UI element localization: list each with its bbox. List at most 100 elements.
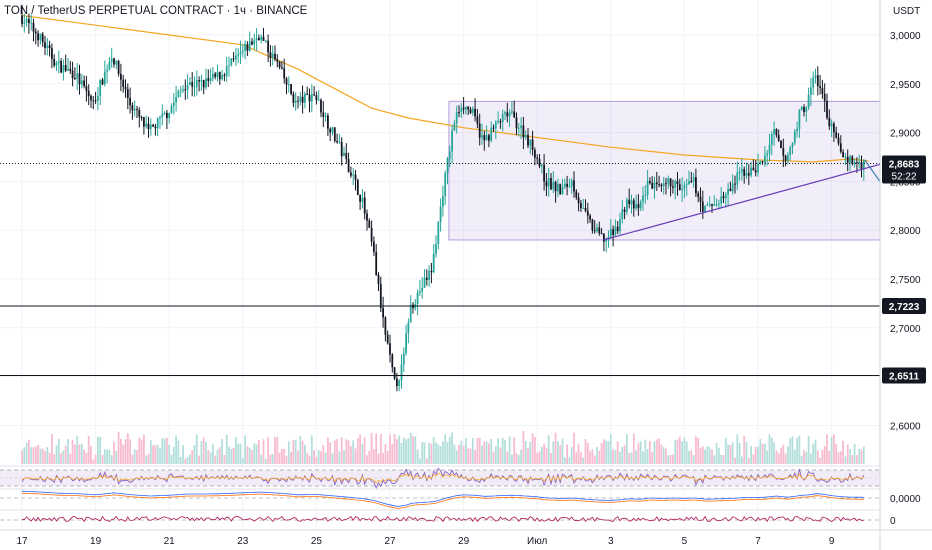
volume-bar (798, 435, 801, 464)
candle-body (591, 219, 594, 231)
candle-body (812, 77, 815, 88)
candle-body (442, 196, 444, 207)
candle-body (469, 109, 472, 113)
candle-body (290, 84, 292, 94)
candle-body (269, 52, 272, 58)
candle-body (662, 183, 665, 187)
candle-body (235, 55, 237, 60)
volume-bar (833, 434, 835, 464)
candle-body (474, 108, 476, 117)
candle-body (467, 106, 470, 110)
candle-body (849, 156, 851, 163)
volume-bar (251, 450, 253, 464)
candle-body (853, 162, 856, 165)
volume-bar (271, 454, 274, 464)
volume-bar (501, 437, 504, 464)
volume-bar (573, 432, 575, 464)
candle-body (649, 180, 651, 183)
candle-body (267, 40, 269, 53)
volume-bar (124, 439, 127, 464)
macd-line (21, 490, 864, 507)
volume-bar (258, 440, 260, 464)
candle-body (232, 58, 235, 60)
volume-bar (706, 445, 709, 464)
candle-body (117, 60, 120, 74)
volume-bar (379, 433, 382, 464)
volume-bar (853, 444, 856, 464)
candle-body (278, 61, 281, 68)
volume-bar (803, 450, 805, 464)
volume-bar (223, 455, 226, 464)
candle-body (202, 80, 205, 88)
candle-body (481, 135, 483, 138)
volume-bar (356, 438, 359, 464)
candle-body (683, 184, 686, 189)
candle-body (244, 44, 246, 51)
volume-bar (189, 454, 191, 464)
volume-bar (513, 437, 516, 464)
candle-body (115, 60, 118, 65)
volume-bar (609, 434, 612, 464)
volume-bar (216, 449, 219, 464)
candle-body (483, 135, 486, 141)
volume-bar (692, 455, 695, 464)
candle-body (39, 33, 42, 41)
candle-body (529, 139, 532, 146)
volume-bar (545, 447, 548, 464)
candle-body (681, 188, 683, 191)
volume-bar (74, 444, 76, 464)
volume-bar (727, 444, 729, 464)
candle-body (724, 194, 727, 199)
volume-bar (161, 438, 164, 464)
volume-bar (269, 454, 272, 464)
candle-body (179, 90, 182, 92)
volume-bar (400, 443, 403, 464)
candle-body (57, 60, 60, 63)
volume-bar (731, 442, 734, 464)
volume-bar (490, 438, 493, 464)
volume-bar (598, 450, 601, 464)
candle-body (708, 204, 711, 206)
candle-body (90, 96, 92, 101)
candle-body (543, 164, 545, 182)
volume-bar (761, 443, 764, 464)
volume-bar (662, 446, 665, 464)
volume-bar (770, 437, 773, 464)
volume-bar (391, 444, 394, 464)
volume-bar (448, 436, 451, 464)
candle-body (361, 197, 364, 202)
candle-body (515, 117, 518, 129)
volume-bar (862, 446, 865, 464)
candle-body (734, 183, 736, 185)
volume-bar (856, 455, 858, 464)
volume-bar (350, 446, 352, 464)
candle-body (281, 67, 283, 69)
candle-body (198, 80, 200, 82)
candle-body (642, 195, 644, 202)
volume-bar (649, 440, 651, 464)
candle-body (44, 42, 46, 48)
candle-body (140, 116, 143, 118)
volume-bar (90, 445, 92, 464)
candle-body (540, 164, 543, 167)
candle-body (382, 307, 384, 318)
candle-body (317, 99, 320, 101)
volume-bar (202, 437, 205, 464)
candle-body (550, 178, 552, 190)
volume-bar (442, 441, 444, 464)
volume-bar (531, 433, 534, 464)
volume-bar (64, 445, 67, 464)
grid-lines (0, 0, 880, 530)
volume-bar (688, 450, 690, 464)
price-tick-label: 2,7000 (890, 324, 921, 335)
volume-bar (540, 446, 543, 464)
candle-body (660, 184, 663, 187)
candle-body (136, 109, 138, 111)
candle-body (623, 209, 626, 212)
candle-body (522, 125, 525, 138)
volume-bar (632, 433, 635, 464)
candle-body (354, 174, 357, 180)
volume-bar (152, 445, 154, 464)
volume-bar (522, 430, 525, 464)
